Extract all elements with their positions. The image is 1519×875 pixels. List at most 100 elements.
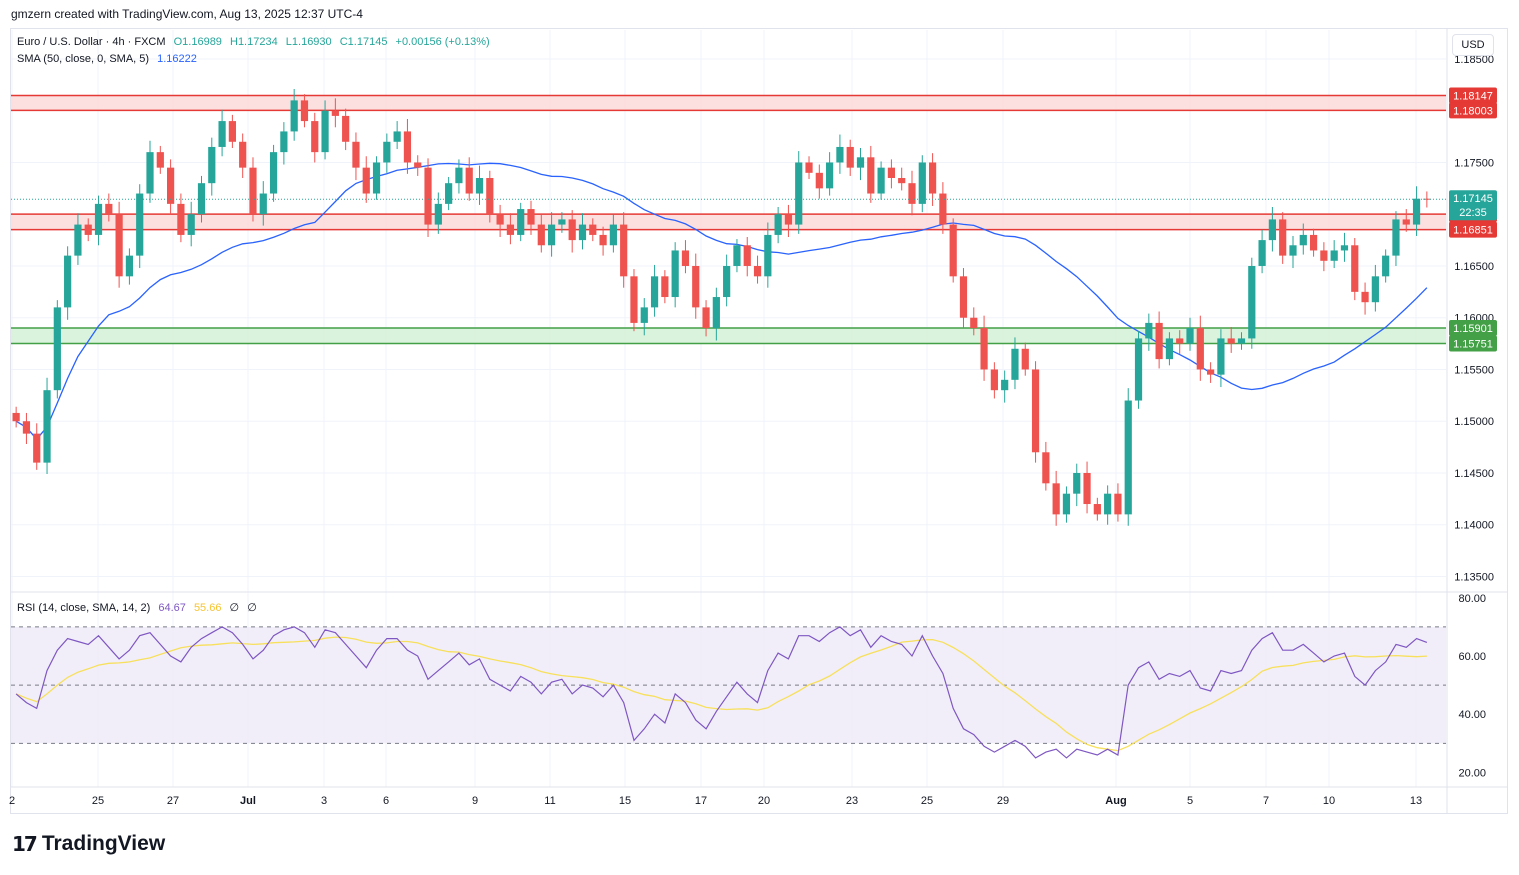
candle-body bbox=[692, 265, 700, 308]
candle-body bbox=[815, 172, 823, 189]
time-tick-label: 5 bbox=[1187, 795, 1193, 807]
candle-body bbox=[795, 162, 803, 225]
sma-legend[interactable]: SMA (50, close, 0, SMA, 5) 1.16222 bbox=[17, 53, 202, 65]
last-price-label: 1.17145 bbox=[1453, 193, 1493, 205]
candles bbox=[12, 88, 1431, 526]
price-tick-label: 1.17500 bbox=[1454, 157, 1494, 169]
candle-body bbox=[671, 250, 679, 298]
time-tick-label: 10 bbox=[1323, 795, 1335, 807]
chart-frame bbox=[10, 28, 1508, 814]
time-tick-label: 17 bbox=[695, 795, 707, 807]
candle-body bbox=[681, 250, 690, 266]
candle-body bbox=[259, 193, 267, 215]
candle-body bbox=[558, 219, 566, 225]
axes: 1.185001.175001.165001.160001.155001.150… bbox=[9, 29, 1508, 813]
candle-body bbox=[764, 234, 772, 277]
price-tick-label: 1.14500 bbox=[1454, 468, 1494, 480]
candle-body bbox=[1176, 338, 1184, 344]
candle-body bbox=[702, 307, 710, 329]
price-tick-label: 1.15000 bbox=[1454, 416, 1494, 428]
ohlc-change: +0.00156 (+0.13%) bbox=[395, 36, 490, 48]
candle-body bbox=[321, 110, 329, 153]
candle-body bbox=[990, 369, 998, 391]
candle-body bbox=[22, 421, 31, 434]
candle-body bbox=[774, 214, 782, 235]
candle-body bbox=[1412, 198, 1421, 225]
ohlc-high: H1.17234 bbox=[230, 36, 278, 48]
candle-body bbox=[475, 178, 484, 194]
zone-price-label: 1.18003 bbox=[1453, 105, 1493, 117]
time-tick-label: 25 bbox=[92, 795, 104, 807]
candle-body bbox=[640, 307, 648, 323]
zone-price-tag bbox=[1449, 221, 1497, 238]
candle-body bbox=[64, 255, 72, 308]
zone-price-tag bbox=[1449, 319, 1497, 336]
candle-body bbox=[156, 152, 164, 168]
candle-body bbox=[311, 121, 319, 153]
candle-body bbox=[33, 433, 41, 463]
rsi-label: RSI (14, close, SMA, 14, 2) bbox=[17, 602, 151, 614]
candle-body bbox=[1104, 493, 1112, 515]
candle-body bbox=[630, 276, 638, 323]
candle-body bbox=[43, 390, 51, 463]
candle-body bbox=[1011, 348, 1019, 380]
candle-body bbox=[383, 141, 391, 163]
candle-body bbox=[753, 265, 762, 277]
candle-body bbox=[599, 234, 607, 246]
candle-body bbox=[661, 276, 669, 298]
candle-body bbox=[898, 178, 906, 184]
candle-body bbox=[980, 328, 988, 370]
ohlc-low: L1.16930 bbox=[285, 36, 332, 48]
candle-body bbox=[908, 183, 916, 204]
candle-body bbox=[146, 152, 154, 194]
price-labels: 1.181471.180031.170011.168511.159011.157… bbox=[1449, 87, 1497, 352]
candle-body bbox=[280, 131, 288, 153]
candle-body bbox=[609, 224, 617, 246]
candle-body bbox=[1217, 338, 1225, 375]
candle-body bbox=[1279, 219, 1287, 256]
symbol-legend: Euro / U.S. Dollar · 4h · FXCM O1.16989 … bbox=[17, 36, 495, 48]
time-tick-label: 29 bbox=[997, 795, 1009, 807]
candle-body bbox=[1062, 493, 1071, 515]
candle-body bbox=[167, 167, 175, 204]
candle-body bbox=[949, 224, 957, 277]
candle-body bbox=[424, 167, 432, 225]
rsi-sma-line bbox=[15, 636, 1427, 752]
candle-body bbox=[1155, 322, 1163, 360]
candle-body bbox=[342, 115, 350, 142]
zone-price-label: 1.18147 bbox=[1453, 91, 1493, 103]
zone-price-label: 1.15901 bbox=[1453, 323, 1493, 335]
created-by-header: gmzern created with TradingView.com, Aug… bbox=[11, 7, 363, 21]
sma-line-group bbox=[15, 162, 1428, 441]
zone-resistance bbox=[11, 95, 1446, 111]
rsi-value: 64.67 bbox=[158, 602, 186, 614]
candle-body bbox=[1114, 493, 1122, 515]
sma-value: 1.16222 bbox=[157, 53, 197, 65]
rsi-legend[interactable]: RSI (14, close, SMA, 14, 2) 64.67 55.66 … bbox=[17, 601, 262, 614]
candle-body bbox=[94, 203, 103, 235]
candle-body bbox=[74, 224, 82, 256]
candle-body bbox=[105, 203, 113, 215]
symbol-name[interactable]: Euro / U.S. Dollar · 4h · FXCM bbox=[17, 36, 166, 48]
tradingview-logo[interactable]: 17 TradingView bbox=[12, 832, 165, 856]
time-tick-label: 15 bbox=[619, 795, 631, 807]
currency-button[interactable]: USD bbox=[1452, 34, 1494, 56]
candle-body bbox=[1361, 291, 1369, 303]
rsi-tick-label: 40.00 bbox=[1458, 709, 1486, 721]
time-tick-label: 11 bbox=[544, 795, 555, 807]
candle-body bbox=[496, 214, 504, 225]
candle-body bbox=[1268, 219, 1276, 241]
price-tick-label: 1.16500 bbox=[1454, 261, 1494, 273]
price-tick-label: 1.14000 bbox=[1454, 520, 1494, 532]
candle-body bbox=[228, 121, 236, 142]
candle-body bbox=[620, 224, 628, 277]
candle-body bbox=[1299, 234, 1307, 246]
rsi-tick-label: 60.00 bbox=[1458, 651, 1486, 663]
candle-body bbox=[486, 178, 494, 215]
price-tick-label: 1.13500 bbox=[1454, 571, 1494, 583]
candle-body bbox=[517, 209, 525, 235]
candle-body bbox=[846, 146, 854, 168]
candle-body bbox=[1371, 276, 1379, 303]
candle-body bbox=[362, 167, 370, 194]
